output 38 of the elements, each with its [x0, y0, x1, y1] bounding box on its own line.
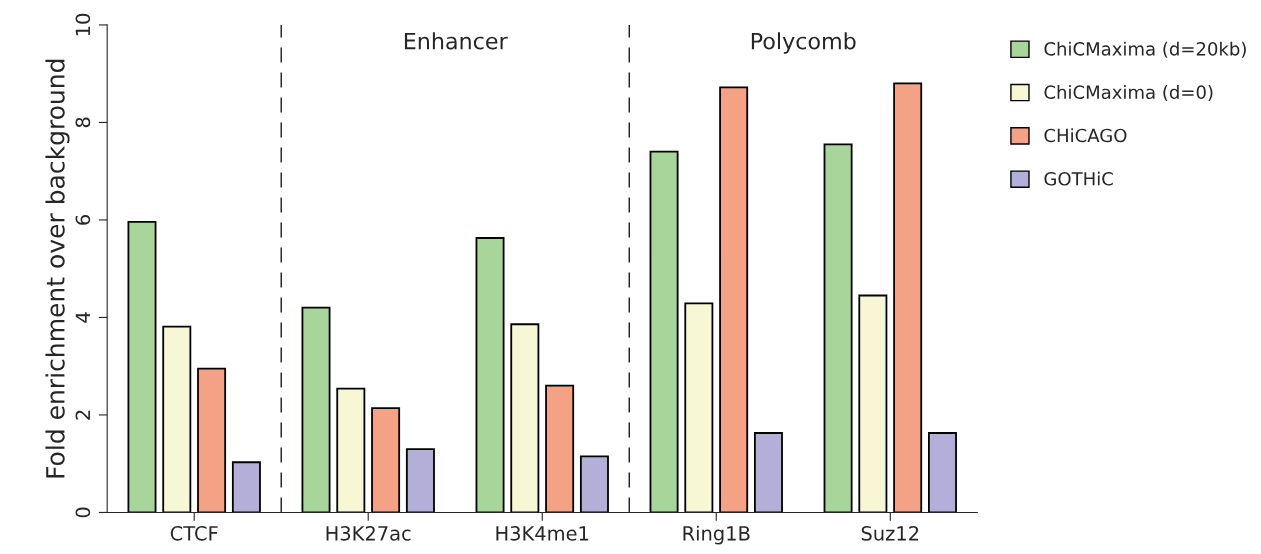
y-axis-title: Fold enrichment over background: [45, 59, 70, 478]
bar: [927, 432, 957, 513]
bar: [127, 220, 157, 513]
bar: [336, 387, 366, 513]
bar: [753, 432, 783, 513]
bar: [649, 150, 679, 513]
bar: [231, 461, 261, 513]
x-tick-label: H3K27ac: [326, 525, 411, 541]
bar: [719, 86, 749, 513]
bar: [510, 323, 540, 513]
legend-label: CHiCAGO: [1044, 128, 1127, 143]
bar: [545, 384, 575, 513]
bar: [405, 448, 435, 513]
y-tick-label: 4: [75, 312, 90, 323]
annotation: Enhancer: [404, 32, 508, 50]
legend-label: ChiCMaxima (d=20kb): [1044, 41, 1246, 58]
x-tick-label: Suz12: [861, 525, 919, 541]
bar: [579, 455, 609, 513]
bar: [475, 237, 505, 513]
y-tick-label: 0: [75, 507, 91, 518]
y-tick-label: 6: [75, 214, 91, 225]
y-tick-label: 10: [75, 13, 91, 36]
bar: [858, 294, 888, 513]
x-tick-label: H3K4me1: [496, 525, 589, 541]
legend-label: GOTHiC: [1044, 171, 1113, 186]
bar: [893, 82, 923, 513]
bar: [371, 407, 401, 513]
bar: [162, 325, 192, 513]
bar: [301, 306, 331, 513]
y-tick-label: 8: [75, 117, 91, 128]
bar: [823, 143, 853, 513]
x-tick-label: CTCF: [170, 525, 218, 541]
bar: [684, 302, 714, 513]
y-tick-label: 2: [75, 410, 90, 420]
x-tick-label: Ring1B: [683, 525, 750, 545]
annotation: Polycomb: [751, 32, 856, 54]
bar: [197, 367, 227, 513]
legend-label: ChiCMaxima (d=0): [1044, 85, 1213, 102]
